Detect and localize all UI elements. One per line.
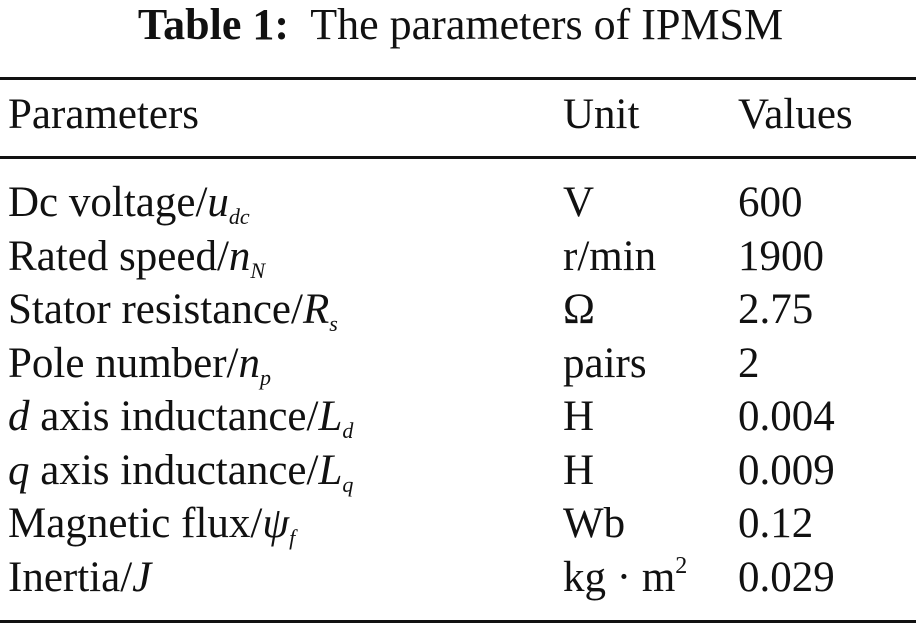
parameter-subscript: dc: [228, 204, 250, 229]
value-cell: 0.12: [738, 500, 814, 547]
unit-cell: kg · m2: [563, 553, 687, 603]
parameter-cell: q axis inductance/Lq: [8, 446, 353, 496]
table-row: Magnetic flux/ψf Wb 0.12: [0, 499, 916, 549]
header-rule: [0, 156, 916, 159]
table-row: d axis inductance/Ld H 0.004: [0, 392, 916, 442]
parameter-symbol: n: [238, 340, 261, 387]
unit-text: Ω: [563, 286, 595, 333]
caption-label: Table 1:: [137, 0, 290, 49]
value-cell: 0.009: [738, 447, 835, 494]
unit-text: Wb: [563, 500, 626, 547]
parameter-subscript: p: [260, 365, 271, 390]
unit-cell: Ω: [563, 285, 595, 335]
parameter-cell: Inertia/J: [8, 553, 151, 603]
table-row: Pole number/np pairs 2: [0, 339, 916, 389]
parameter-name: Dc voltage/: [8, 179, 208, 226]
unit-superscript: 2: [675, 553, 688, 579]
parameter-cell: Stator resistance/Rs: [8, 285, 338, 335]
value-cell: 1900: [738, 233, 824, 280]
table-row: Stator resistance/Rs Ω 2.75: [0, 285, 916, 335]
header-values: Values: [738, 91, 853, 138]
unit-text: H: [563, 393, 595, 440]
unit-cell: Wb: [563, 499, 625, 549]
unit-cell: H: [563, 392, 594, 442]
table-header: Parameters Unit Values: [0, 90, 916, 140]
parameter-cell: Dc voltage/udc: [8, 178, 250, 228]
parameter-name: axis inductance/: [29, 393, 319, 440]
parameter-prefix: d: [8, 393, 30, 440]
parameter-name: Pole number/: [8, 340, 239, 387]
parameter-symbol: u: [207, 179, 229, 226]
bottom-rule: [0, 620, 916, 623]
parameter-subscript: f: [289, 525, 296, 550]
parameter-cell: Pole number/np: [8, 339, 271, 389]
unit-text: pairs: [563, 340, 647, 387]
header-parameters: Parameters: [8, 91, 200, 138]
parameter-symbol: R: [302, 286, 330, 333]
parameter-subscript: N: [250, 258, 266, 283]
unit-cell: H: [563, 446, 594, 496]
parameter-symbol: L: [318, 393, 343, 440]
parameter-cell: Rated speed/nN: [8, 232, 265, 282]
table-row: Inertia/J kg · m2 0.029: [0, 553, 916, 603]
unit-text: kg · m: [563, 554, 676, 601]
parameter-subscript: q: [342, 472, 354, 497]
value-cell: 2: [738, 340, 760, 387]
unit-text: H: [563, 447, 595, 494]
value-cell: 600: [738, 179, 803, 226]
parameter-name: axis inductance/: [29, 447, 319, 494]
unit-cell: pairs: [563, 339, 647, 389]
parameter-symbol: ψ: [262, 500, 290, 547]
table-row: Rated speed/nN r/min 1900: [0, 232, 916, 282]
unit-cell: V: [563, 178, 594, 228]
value-cell: 2.75: [738, 286, 814, 333]
parameter-name: Inertia/: [8, 554, 133, 601]
parameter-name: Rated speed/: [8, 233, 229, 280]
value-cell: 0.004: [738, 393, 835, 440]
unit-text: r/min: [563, 233, 657, 280]
parameter-cell: d axis inductance/Ld: [8, 392, 353, 442]
value-cell: 0.029: [738, 554, 835, 601]
parameter-name: Stator resistance/: [8, 286, 303, 333]
parameter-symbol: n: [228, 233, 251, 280]
parameter-prefix: q: [8, 447, 30, 494]
caption-title: The parameters of IPMSM: [310, 0, 784, 49]
parameter-subscript: s: [329, 311, 338, 336]
top-rule: [0, 77, 916, 80]
unit-cell: r/min: [563, 232, 656, 282]
table-row: q axis inductance/Lq H 0.009: [0, 446, 916, 496]
parameter-symbol: L: [318, 447, 343, 494]
table-caption: Table 1: The parameters of IPMSM: [0, 0, 921, 50]
parameter-symbol: J: [132, 554, 152, 601]
header-unit: Unit: [563, 91, 640, 138]
unit-text: V: [563, 179, 595, 226]
parameter-cell: Magnetic flux/ψf: [8, 499, 295, 549]
table-row: Dc voltage/udc V 600: [0, 178, 916, 228]
parameter-name: Magnetic flux/: [8, 500, 263, 547]
parameter-subscript: d: [342, 418, 354, 443]
